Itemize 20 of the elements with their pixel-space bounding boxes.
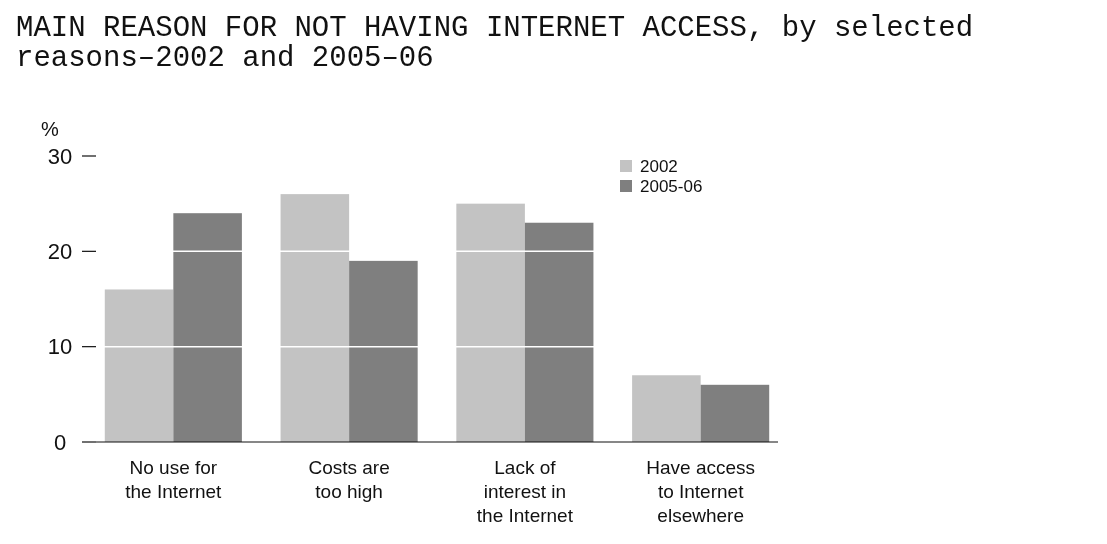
bar [173, 213, 242, 442]
y-tick-label: 10 [47, 334, 73, 360]
y-axis-title: % [41, 118, 60, 140]
bar [632, 375, 701, 442]
bar [524, 222, 594, 442]
legend-label: 2002 [640, 156, 678, 176]
y-tick-label: 20 [47, 239, 73, 265]
legend-label: 2005-06 [640, 176, 703, 196]
bar [700, 384, 770, 442]
y-tick-label: 30 [47, 143, 73, 169]
x-tick-label: No use for the Internet [125, 457, 223, 502]
bar [280, 194, 350, 442]
bar [456, 203, 525, 442]
chart-title: MAIN REASON FOR NOT HAVING INTERNET ACCESS, by selected reasons–2002 and 2005–06 [16, 12, 974, 75]
y-tick-label: 0 [53, 429, 67, 455]
x-tick-label: Have access to Internet elsewhere [646, 457, 756, 526]
x-tick-label: Costs are too high [308, 457, 390, 502]
x-tick-label: Lack of interest in the Internet [476, 457, 574, 526]
bar [104, 289, 174, 442]
bar [349, 260, 418, 442]
